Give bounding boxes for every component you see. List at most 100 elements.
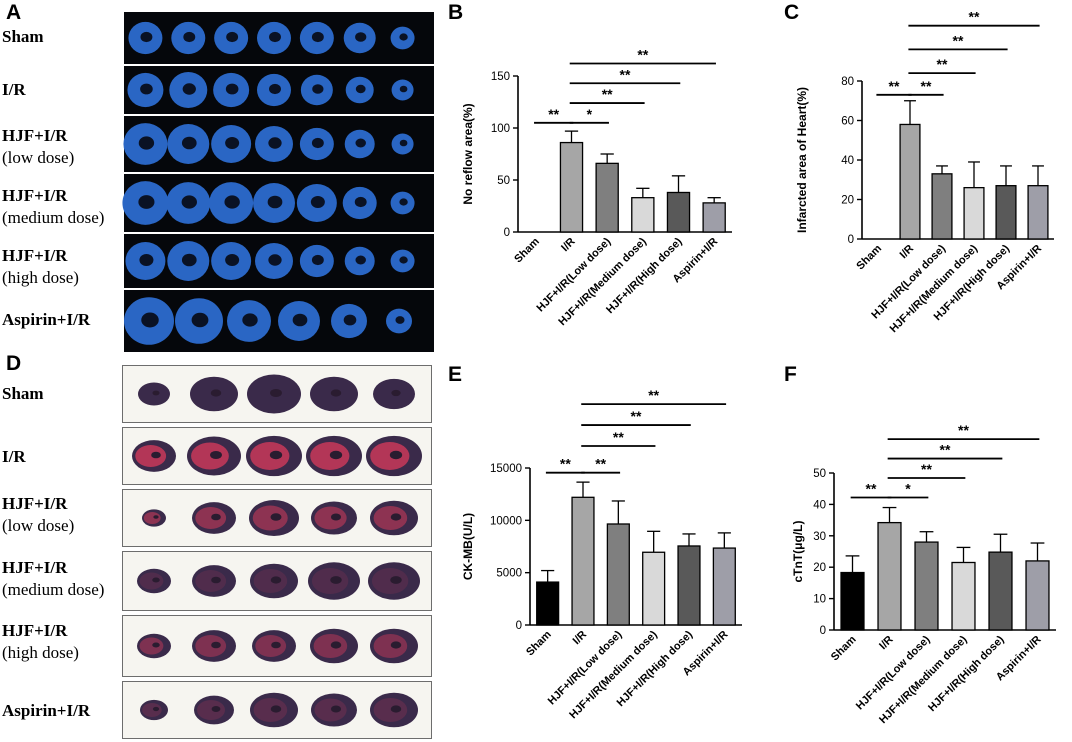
significance-label: ** (889, 78, 900, 94)
y-tick-label: 10 (813, 594, 826, 606)
x-tick-label: Sham (524, 628, 554, 658)
significance-label: ** (620, 66, 631, 82)
significance-label: ** (937, 56, 948, 72)
panel-d-slice-strip (122, 681, 432, 739)
significance-label: ** (969, 9, 980, 25)
y-tick-label: 0 (504, 227, 510, 239)
panel-a-row-label-aspirin: Aspirin+I/R (2, 310, 91, 329)
bar (840, 571, 865, 631)
x-tick-label: I/R (559, 236, 577, 254)
bar (988, 551, 1013, 631)
panel-label-d: D (6, 352, 22, 375)
panel-d-slice-strip (122, 551, 432, 611)
panel-d-row-label-hjf-medium: HJF+I/R (medium dose) (2, 558, 105, 599)
chart-c-infarcted-area: 0 20 40 60 80 Infarcted area of Heart(%) Sham I… (795, 9, 1054, 335)
bar (536, 581, 560, 626)
x-tick-label: I/R (877, 634, 895, 652)
x-tick-label: I/R (898, 243, 916, 261)
panel-a-slice-strip (124, 290, 434, 352)
panel-d-row-label-hjf-high: HJF+I/R (high dose) (2, 621, 79, 662)
panel-a-slice-strip (124, 174, 434, 232)
y-tick-label: 10000 (490, 515, 522, 527)
x-tick-label: Sham (829, 633, 859, 663)
panel-d-slice-strip (122, 489, 432, 547)
bar (571, 496, 595, 626)
panel-a-slice-strip (124, 66, 434, 114)
bar (677, 545, 701, 626)
y-tick-label: 0 (848, 234, 854, 246)
y-tick-label: 5000 (496, 568, 522, 580)
significance-label: ** (548, 106, 559, 122)
y-tick-label: 0 (516, 620, 522, 632)
y-tick-label: 20 (813, 562, 826, 574)
significance-label: ** (940, 442, 951, 458)
panel-d-row-label-sham: Sham (2, 384, 44, 403)
significance-label: ** (648, 387, 659, 403)
panel-a-row-label-sham: Sham (2, 27, 44, 46)
panel-d-slice-strip (122, 427, 432, 485)
significance-label: ** (560, 456, 571, 472)
significance-label: ** (866, 480, 877, 496)
y-tick-label: 15000 (490, 463, 522, 475)
significance-label: ** (953, 32, 964, 48)
bar (712, 547, 736, 626)
bar (631, 197, 655, 233)
panel-a-slice-strip (124, 12, 434, 64)
y-axis-label: CK-MB(U/L) (461, 513, 475, 580)
bar (963, 186, 985, 240)
y-tick-label: 60 (841, 116, 854, 128)
y-tick-label: 20 (841, 195, 854, 207)
y-tick-label: 50 (497, 175, 510, 187)
panel-label-a: A (6, 1, 22, 24)
bar (1025, 560, 1050, 631)
panel-d-row-label-aspirin: Aspirin+I/R (2, 701, 91, 720)
significance-label: ** (637, 47, 648, 63)
bar (995, 185, 1017, 240)
y-axis-label: cTnT(μg/L) (791, 521, 805, 583)
significance-label: ** (958, 422, 969, 438)
panel-d-row-label-ir: I/R (2, 447, 26, 466)
bar (951, 561, 976, 631)
panel-label-c: C (784, 1, 800, 24)
panel-a-row-label-hjf-high: HJF+I/R (high dose) (2, 246, 79, 287)
significance-label: * (587, 106, 593, 122)
bar (595, 162, 619, 233)
panel-label-f: F (784, 363, 797, 386)
bar (877, 521, 902, 631)
bar (1027, 185, 1049, 240)
bar (702, 202, 726, 233)
y-axis-label: No reflow area(%) (461, 103, 475, 204)
bar (559, 141, 584, 233)
panel-d-slice-strip (122, 365, 432, 423)
panel-d-row-label-hjf-low: HJF+I/R (low dose) (2, 494, 75, 535)
panel-d-slice-strip (122, 615, 432, 677)
y-tick-label: 50 (813, 468, 826, 480)
panel-label-b: B (448, 1, 464, 24)
y-axis-label: Infarcted area of Heart(%) (795, 87, 809, 233)
panel-label-e: E (448, 363, 463, 386)
y-tick-label: 0 (820, 625, 826, 637)
panel-a-slice-strip (124, 116, 434, 172)
significance-label: * (905, 480, 911, 496)
panel-a-row-label-hjf-medium: HJF+I/R (medium dose) (2, 186, 105, 227)
y-tick-label: 80 (841, 76, 854, 88)
bar (642, 551, 666, 626)
x-tick-label: Sham (512, 235, 542, 265)
bar (666, 191, 691, 233)
y-tick-label: 40 (813, 499, 826, 511)
bar (914, 541, 939, 631)
significance-label: ** (595, 456, 606, 472)
panel-a-row-label-ir: I/R (2, 80, 26, 99)
significance-label: ** (613, 429, 624, 445)
bar (899, 123, 921, 240)
significance-label: ** (921, 461, 932, 477)
x-tick-label: I/R (571, 629, 589, 647)
y-tick-label: 30 (813, 531, 826, 543)
bar (931, 173, 953, 240)
panel-a-slice-strip (124, 234, 434, 288)
significance-label: ** (602, 86, 613, 102)
bar (606, 523, 630, 626)
